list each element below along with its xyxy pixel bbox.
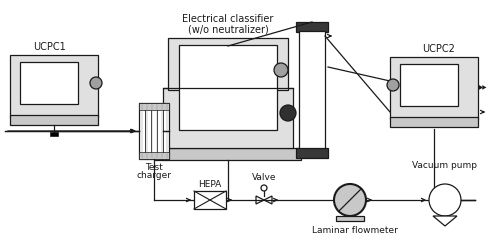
Bar [20,62,78,104]
Polygon shape [256,196,264,204]
Text: charger: charger [136,171,172,180]
Bar [50,132,58,136]
Circle shape [429,184,461,216]
Bar [139,152,169,159]
Text: Electrical classifier: Electrical classifier [182,14,274,24]
Circle shape [90,77,102,89]
Text: HEPA: HEPA [198,180,222,189]
Circle shape [274,63,288,77]
Text: UCPC2: UCPC2 [422,44,456,54]
Text: Laminar flowmeter: Laminar flowmeter [312,226,398,235]
Bar [194,191,226,209]
Bar [179,45,277,130]
Bar [139,103,169,159]
Text: Valve: Valve [252,173,276,182]
Bar [296,22,328,32]
Text: Test: Test [145,163,163,172]
Circle shape [261,185,267,191]
Bar [299,31,325,149]
Text: (w/o neutralizer): (w/o neutralizer) [188,24,268,34]
Text: ▶▶: ▶▶ [479,86,488,91]
Text: UCPC1: UCPC1 [32,42,66,52]
Circle shape [334,184,366,216]
Bar [10,115,98,125]
Bar [155,148,301,160]
Bar [336,216,364,221]
Bar [390,117,478,127]
Bar [139,103,169,110]
Bar [168,38,288,90]
Bar [10,55,98,117]
Polygon shape [433,216,457,226]
Circle shape [387,79,399,91]
Bar [400,64,458,106]
Bar [390,57,478,119]
Bar [296,148,328,158]
Text: Vacuum pump: Vacuum pump [412,161,478,170]
Bar [163,88,293,148]
Polygon shape [264,196,272,204]
Circle shape [280,105,296,121]
